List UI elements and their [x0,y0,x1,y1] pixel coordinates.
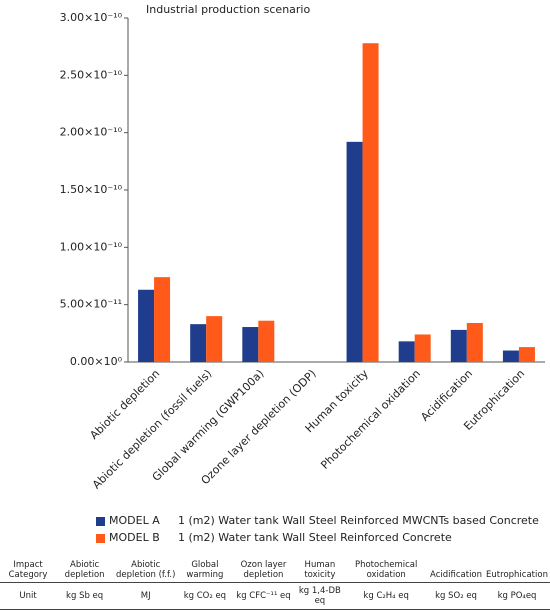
y-tick-label: 3.00×10⁻¹⁰ [60,11,123,24]
table-header-cell: Photochemical oxidation [344,560,429,583]
bar [362,43,379,363]
bar [466,323,483,362]
legend-name: MODEL B [109,531,160,544]
y-tick-label: 1.50×10⁻¹⁰ [60,183,123,196]
x-tick-label: Photochemical oxidation [318,367,423,472]
table-header-cell: Ozon layer depletion [231,560,296,583]
table-header-cell: Human toxicity [295,560,345,583]
table-row: Unit kg Sb eq MJ kg CO₂ eq kg CFC⁻¹¹ eq kg 1,… [0,582,550,610]
bar [206,316,223,362]
table-cell: kg Sb eq [56,582,114,610]
bar [346,141,363,362]
table-cell: kg CO₂ eq [178,582,232,610]
table-cell: kg C₂H₄ eq [344,582,429,610]
table-header-cell: Abiotic depletion [56,560,114,583]
table-header-cell: Eutrophication [484,560,550,583]
table-header-cell: Global warming [178,560,232,583]
bar [450,329,467,362]
legend-label: 1 (m2) Water tank Wall Steel Reinforced … [178,531,452,544]
table-body: Unit kg Sb eq MJ kg CO₂ eq kg CFC⁻¹¹ eq kg 1,… [0,582,550,610]
bar [398,341,415,362]
x-tick-label: Acidification [418,367,475,424]
bar [518,347,535,362]
chart-title: Industrial production scenario [146,3,310,16]
table-header: Impact Category Abiotic depletion Abiotic … [0,560,550,583]
table-cell: kg CFC⁻¹¹ eq [231,582,296,610]
x-tick-label: Global warming (GWP100a) [150,367,267,484]
bar [502,350,519,362]
legend-label: 1 (m2) Water tank Wall Steel Reinforced … [178,514,539,527]
bar [154,277,171,362]
x-tick-label: Ozone layer depletion (ODP) [198,367,318,487]
y-tick-label: 2.50×10⁻¹⁰ [60,68,123,81]
bar [190,324,207,362]
table-cell: MJ [113,582,179,610]
table-header-cell: Abiotic depletion (f.f.) [113,560,179,583]
bar [242,327,259,362]
table-header-cell: Impact Category [0,560,57,583]
bar [258,320,275,362]
table-cell: Unit [0,582,57,610]
legend-swatch [96,517,105,526]
y-tick-label: 5.00×10⁻¹¹ [60,298,122,311]
bar [414,334,431,362]
chart: Industrial production scenario 0.00×10⁰ 5… [60,3,545,544]
impact-table: Impact Category Abiotic depletion Abiotic … [0,560,550,610]
table-cell: kg SO₂ eq [428,582,485,610]
legend-name: MODEL A [109,514,160,527]
bar [138,289,155,362]
legend-swatch [96,534,105,543]
table-header-cell: Acidification [428,560,485,583]
y-tick-label: 0.00×10⁰ [70,355,123,368]
y-tick-label: 1.00×10⁻¹⁰ [60,240,123,253]
table-cell: kg PO₄eq [484,582,550,610]
y-tick-label: 2.00×10⁻¹⁰ [60,126,123,139]
table-cell: kg 1,4-DB eq [295,582,345,610]
